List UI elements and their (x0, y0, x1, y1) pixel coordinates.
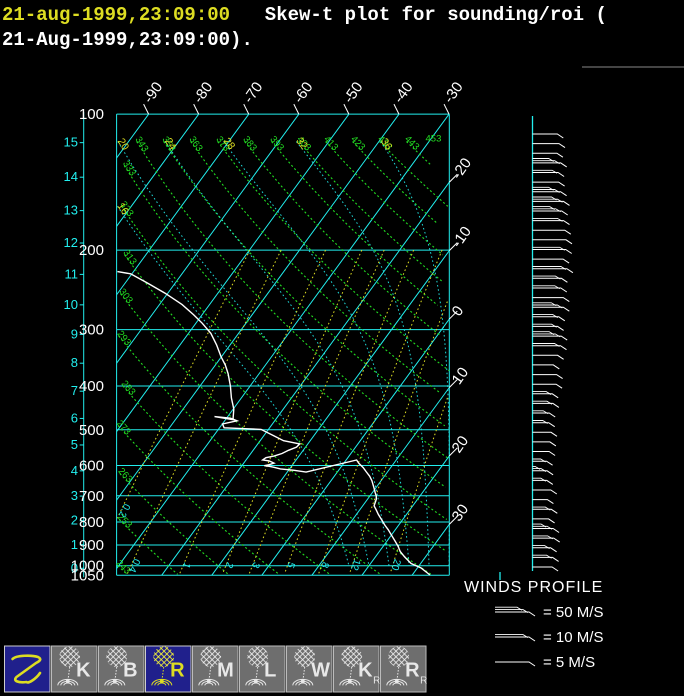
svg-text:= 5 M/S: = 5 M/S (543, 654, 595, 671)
svg-text:900: 900 (79, 537, 104, 554)
svg-text:11: 11 (65, 266, 79, 281)
svg-text:-50: -50 (340, 79, 366, 107)
svg-text:343: 343 (133, 135, 151, 154)
svg-text:2: 2 (223, 560, 235, 570)
svg-text:= 10 M/S: = 10 M/S (543, 629, 603, 646)
svg-text:700: 700 (79, 488, 104, 505)
svg-text:K: K (76, 659, 91, 681)
svg-text:4: 4 (71, 463, 78, 478)
svg-text:333: 333 (120, 159, 138, 178)
svg-text:5: 5 (71, 437, 78, 452)
svg-text:100: 100 (79, 106, 104, 123)
svg-text:6: 6 (71, 410, 78, 425)
svg-text:-80: -80 (190, 79, 216, 107)
svg-text:= 50 M/S: = 50 M/S (543, 604, 603, 621)
svg-text:423: 423 (348, 134, 367, 153)
svg-text:M: M (217, 659, 234, 681)
svg-text:R: R (420, 675, 427, 686)
svg-text:363: 363 (187, 135, 205, 154)
svg-text:453: 453 (426, 134, 442, 145)
svg-text:303: 303 (116, 287, 134, 306)
svg-text:200: 200 (79, 242, 104, 259)
svg-text:500: 500 (79, 422, 104, 439)
svg-text:413: 413 (321, 134, 340, 153)
svg-text:1050: 1050 (71, 567, 104, 584)
svg-text:8: 8 (318, 560, 330, 569)
svg-text:400: 400 (79, 378, 104, 395)
svg-text:7: 7 (71, 383, 78, 398)
svg-text:21-Aug-1999,23:09:00).: 21-Aug-1999,23:09:00). (2, 29, 253, 51)
svg-text:L: L (264, 659, 276, 681)
svg-text:R: R (170, 659, 185, 681)
svg-text:800: 800 (79, 514, 104, 531)
svg-text:W: W (311, 659, 330, 681)
svg-text:10: 10 (64, 297, 78, 312)
svg-text:3: 3 (71, 488, 78, 503)
svg-text:263: 263 (116, 466, 135, 485)
svg-text:21-aug-1999,23:09:00: 21-aug-1999,23:09:00 (2, 4, 230, 26)
svg-text:1: 1 (71, 537, 78, 552)
svg-text:14: 14 (64, 169, 78, 184)
svg-text:R: R (373, 675, 380, 686)
svg-text:-90: -90 (140, 79, 166, 107)
svg-text:443: 443 (402, 134, 421, 153)
svg-text:K: K (358, 659, 373, 681)
svg-text:-40: -40 (390, 79, 416, 107)
svg-text:R: R (405, 659, 420, 681)
svg-text:600: 600 (79, 458, 104, 475)
svg-text:8: 8 (71, 355, 78, 370)
svg-text:5: 5 (284, 560, 296, 569)
svg-text:B: B (123, 659, 137, 681)
svg-text:283: 283 (119, 379, 138, 398)
svg-text:300: 300 (79, 322, 104, 339)
svg-text:20: 20 (389, 558, 403, 572)
svg-text:2: 2 (71, 513, 78, 528)
svg-text:-30: -30 (440, 79, 466, 107)
svg-text:383: 383 (240, 134, 259, 153)
svg-text:WINDS PROFILE: WINDS PROFILE (464, 579, 603, 596)
svg-text:20: 20 (115, 136, 131, 152)
svg-text:393: 393 (267, 134, 286, 153)
svg-text:12: 12 (64, 235, 78, 250)
svg-text:9: 9 (71, 326, 78, 341)
svg-text:13: 13 (64, 203, 78, 218)
svg-text:Skew-t plot for sounding/roi (: Skew-t plot for sounding/roi ( (242, 4, 607, 26)
svg-text:12: 12 (348, 558, 362, 572)
svg-text:15: 15 (64, 135, 78, 150)
svg-text:-70: -70 (240, 79, 266, 107)
svg-text:-60: -60 (290, 79, 316, 107)
svg-text:313: 313 (120, 248, 138, 267)
